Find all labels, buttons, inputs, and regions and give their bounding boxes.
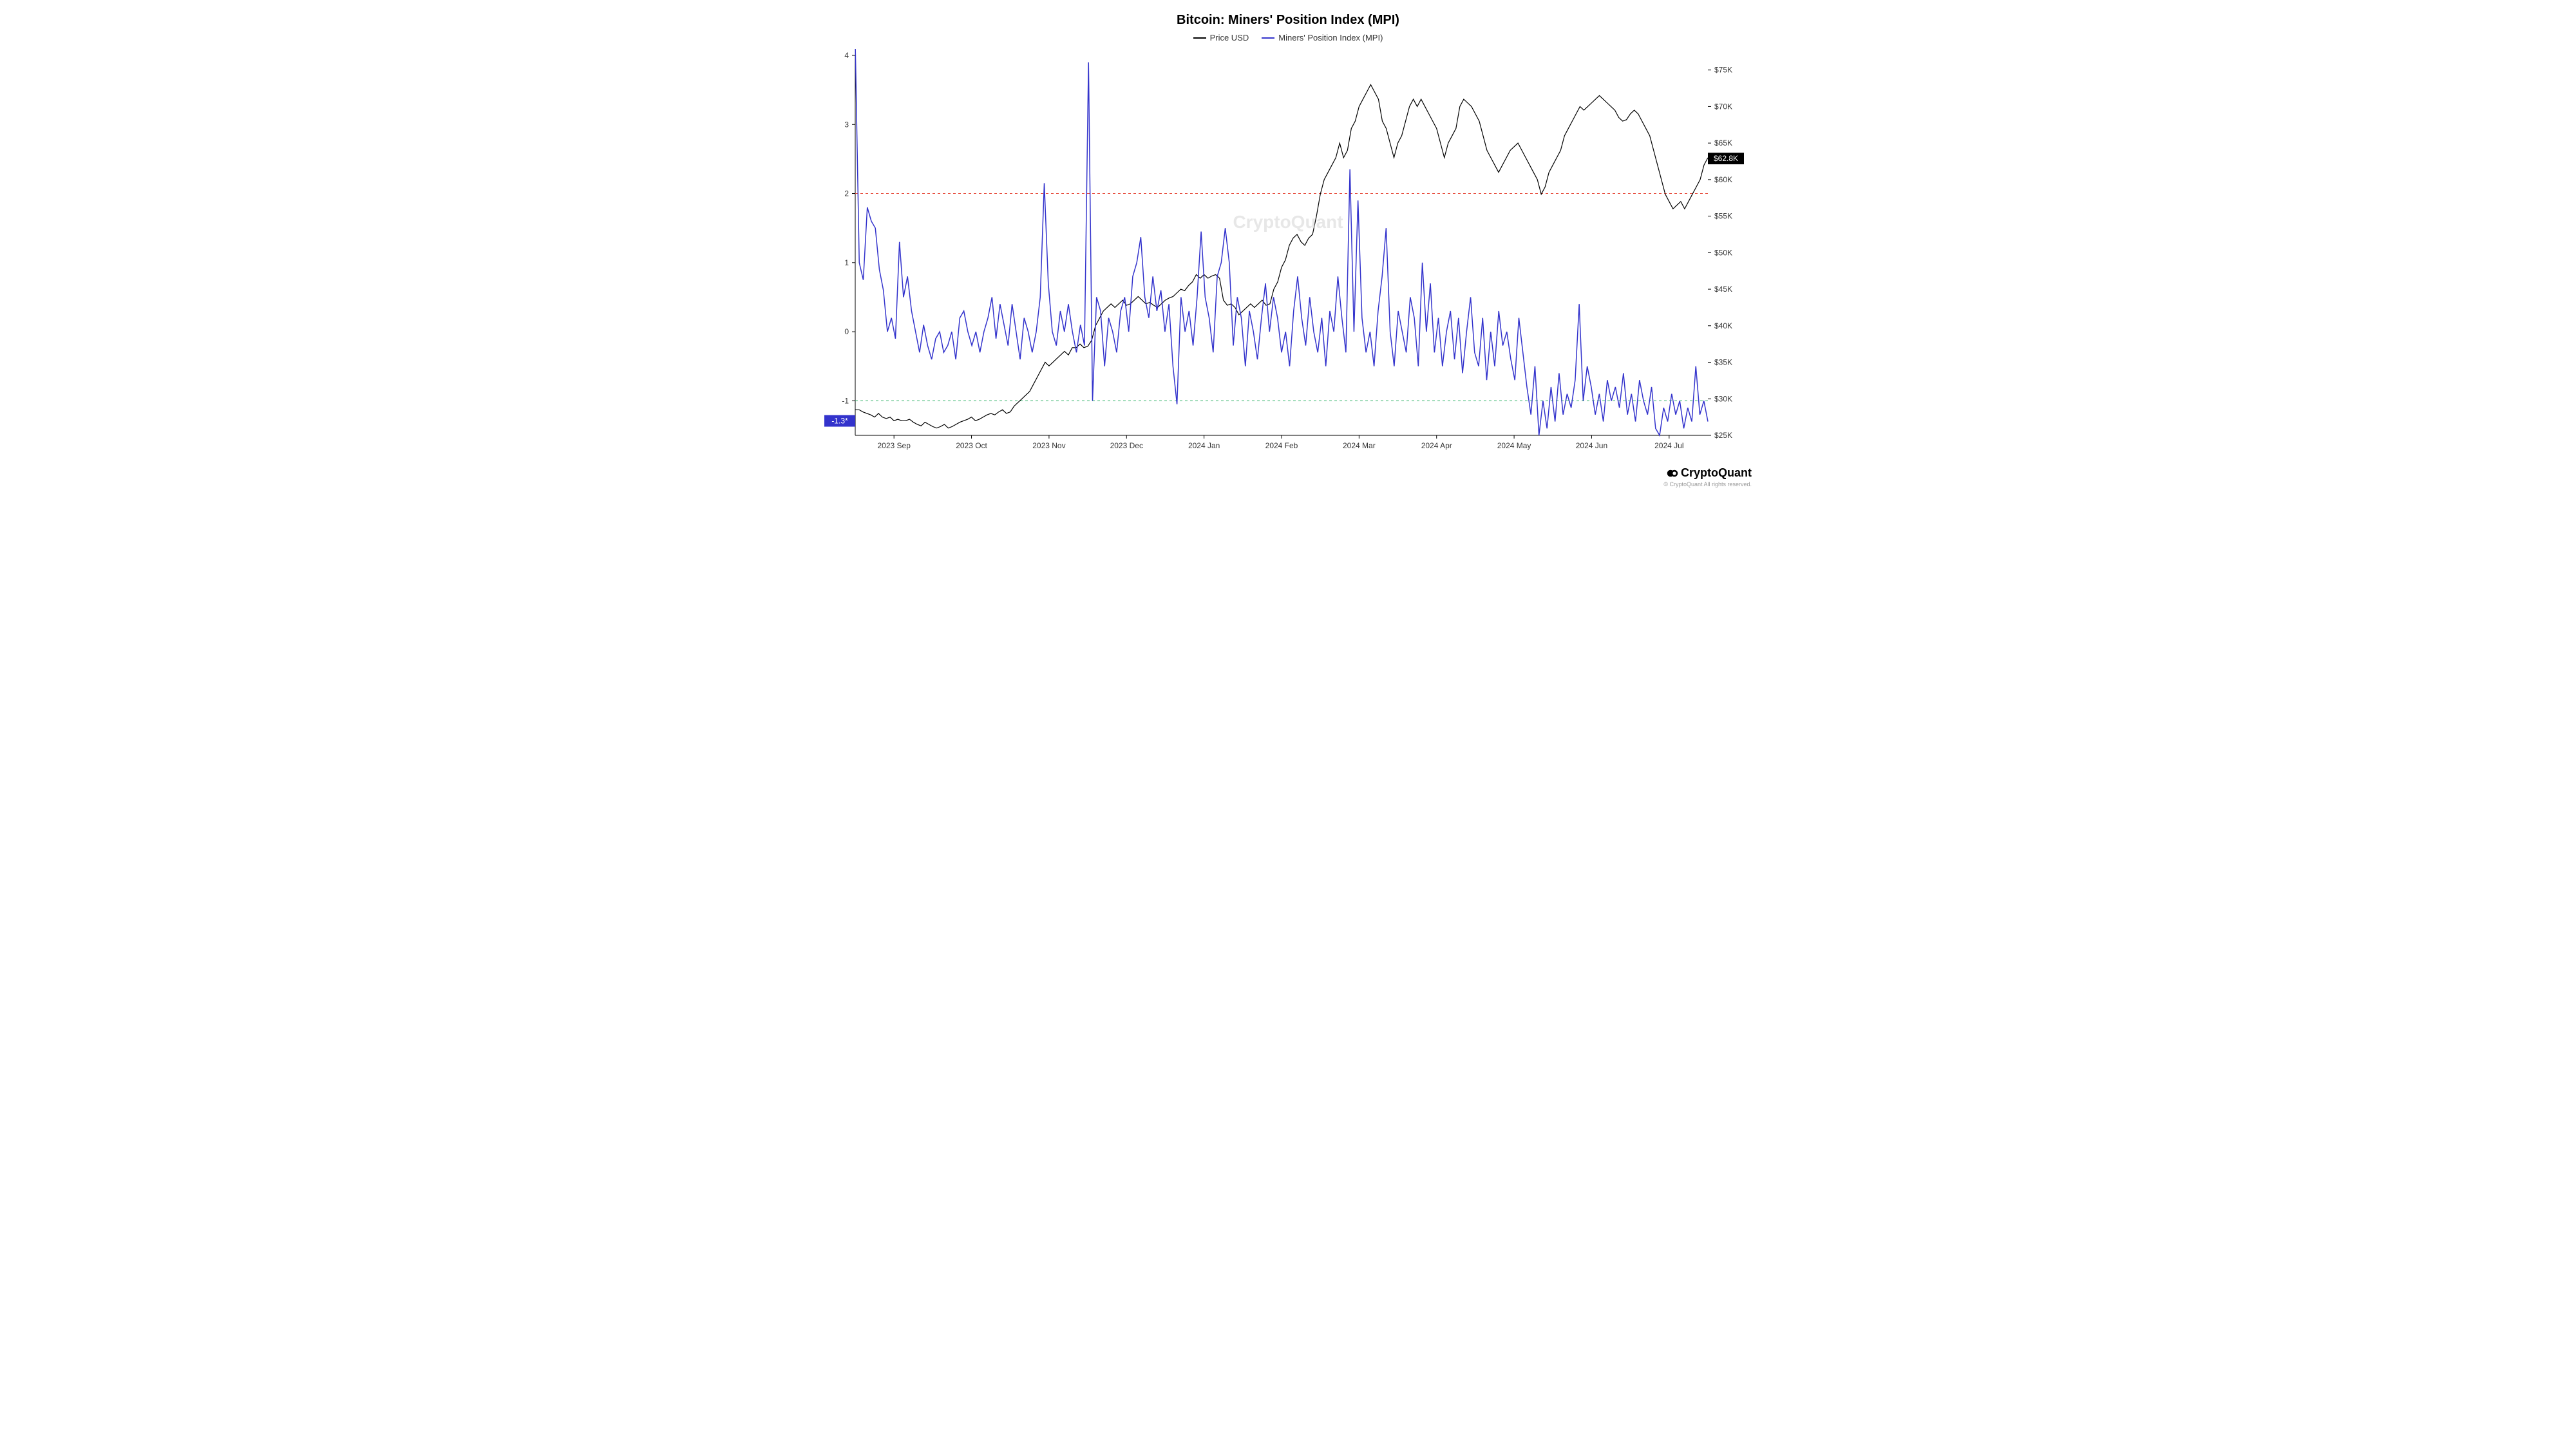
svg-text:$60K: $60K	[1714, 175, 1732, 184]
svg-text:2024 Apr: 2024 Apr	[1421, 441, 1452, 450]
svg-text:2024 Jul: 2024 Jul	[1654, 441, 1683, 450]
svg-text:$40K: $40K	[1714, 321, 1732, 330]
svg-text:$62.8K: $62.8K	[1714, 154, 1738, 163]
svg-text:2024 Mar: 2024 Mar	[1343, 441, 1376, 450]
svg-text:2023 Dec: 2023 Dec	[1110, 441, 1143, 450]
svg-text:2: 2	[844, 189, 849, 198]
legend-item-mpi: Miners' Position Index (MPI)	[1262, 33, 1383, 43]
svg-text:$65K: $65K	[1714, 138, 1732, 147]
svg-text:2024 Jun: 2024 Jun	[1576, 441, 1607, 450]
chart-wrapper: CryptoQuant -101234$25K$30K$35K$40K$45K$…	[824, 49, 1752, 461]
legend-label-mpi: Miners' Position Index (MPI)	[1278, 33, 1383, 43]
brand-label: CryptoQuant	[1681, 466, 1752, 480]
brand: CryptoQuant	[824, 466, 1752, 480]
brand-icon	[1667, 468, 1678, 479]
svg-text:4: 4	[844, 51, 849, 60]
legend-line-mpi	[1262, 37, 1274, 39]
svg-text:$50K: $50K	[1714, 248, 1732, 257]
copyright-text: © CryptoQuant All rights reserved.	[824, 481, 1752, 488]
svg-text:-1.3*: -1.3*	[831, 417, 848, 426]
svg-text:$45K: $45K	[1714, 285, 1732, 294]
svg-text:$35K: $35K	[1714, 358, 1732, 367]
svg-text:2023 Oct: 2023 Oct	[956, 441, 987, 450]
svg-text:2023 Sep: 2023 Sep	[877, 441, 911, 450]
svg-text:$55K: $55K	[1714, 212, 1732, 221]
svg-text:2024 May: 2024 May	[1497, 441, 1531, 450]
legend: Price USD Miners' Position Index (MPI)	[824, 33, 1752, 43]
chart-title: Bitcoin: Miners' Position Index (MPI)	[824, 13, 1752, 28]
svg-text:$30K: $30K	[1714, 394, 1732, 403]
svg-text:2024 Jan: 2024 Jan	[1188, 441, 1220, 450]
svg-text:2023 Nov: 2023 Nov	[1032, 441, 1065, 450]
chart-container: Bitcoin: Miners' Position Index (MPI) Pr…	[824, 13, 1752, 488]
svg-text:1: 1	[844, 258, 849, 267]
svg-text:$70K: $70K	[1714, 102, 1732, 111]
svg-text:-1: -1	[842, 396, 849, 405]
svg-text:0: 0	[844, 327, 849, 336]
footer: CryptoQuant © CryptoQuant All rights res…	[824, 466, 1752, 488]
svg-text:2024 Feb: 2024 Feb	[1265, 441, 1298, 450]
legend-label-price: Price USD	[1210, 33, 1249, 43]
legend-line-price	[1193, 37, 1206, 39]
svg-text:3: 3	[844, 120, 849, 129]
chart-svg: -1 0 1 2 3 4 $25K $30K $35K $40K $45K $50K $55K $60K $…	[824, 49, 1752, 461]
svg-text:$25K: $25K	[1714, 431, 1732, 440]
legend-item-price: Price USD	[1193, 33, 1249, 43]
svg-text:$75K: $75K	[1714, 66, 1732, 75]
